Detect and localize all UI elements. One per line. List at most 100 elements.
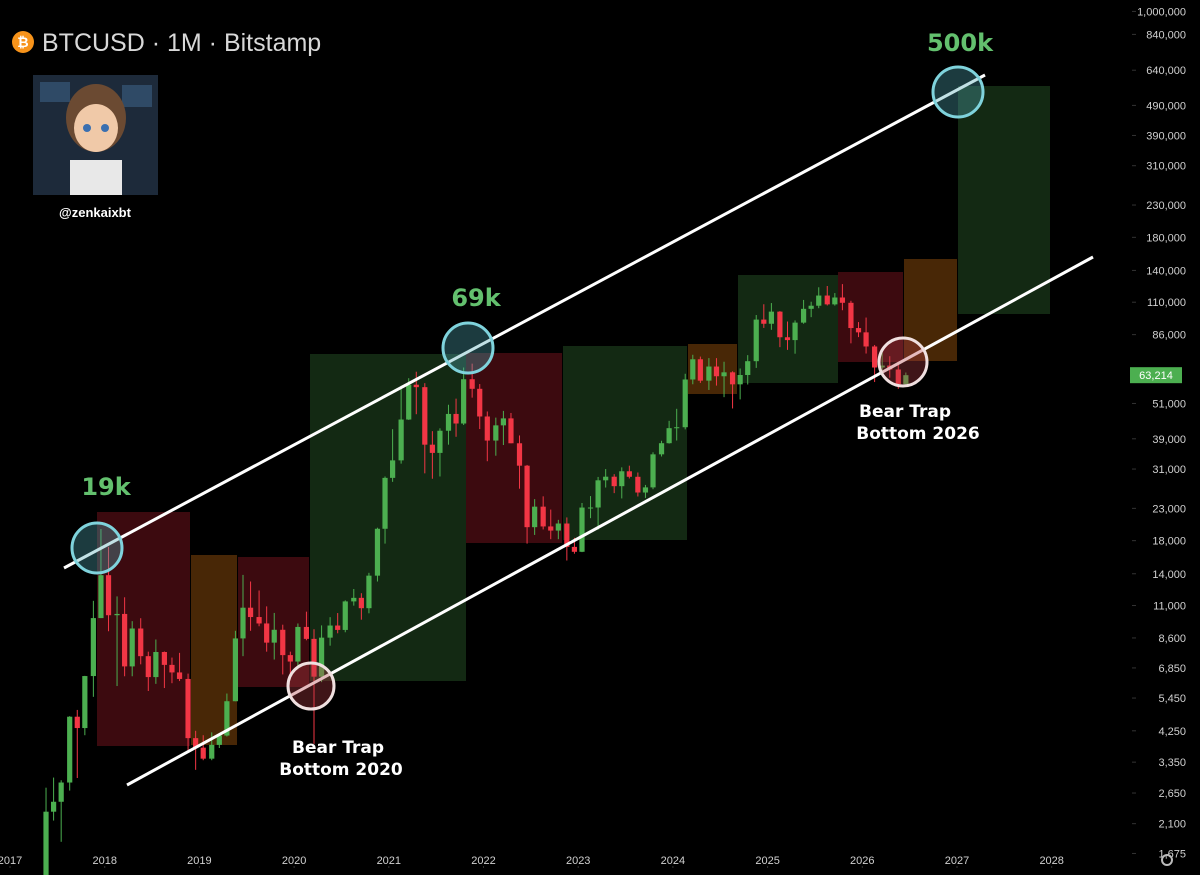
- highlight-circle: [877, 336, 929, 388]
- candle-body: [122, 613, 128, 667]
- candle-body: [839, 297, 846, 303]
- y-tick-label: 640,000: [1146, 65, 1186, 77]
- candle-body: [863, 332, 869, 347]
- candle-body: [737, 374, 743, 385]
- channel: [63, 65, 1094, 787]
- candle-body: [342, 601, 348, 630]
- y-tick-label: 390,000: [1146, 130, 1186, 142]
- candle-body: [484, 416, 490, 441]
- highlight-circle: [286, 661, 336, 711]
- candle-body: [587, 507, 594, 509]
- watermark: @zenkaixbt: [59, 205, 132, 220]
- candle-body: [138, 628, 144, 657]
- y-tick-label: 18,000: [1152, 536, 1186, 548]
- candle-body: [200, 747, 206, 759]
- trend-line: [63, 73, 986, 570]
- annotation: 69k: [451, 284, 501, 312]
- candle-body: [295, 626, 301, 662]
- candle-body: [256, 617, 262, 624]
- candle-body: [706, 366, 712, 381]
- candle-body: [603, 476, 609, 481]
- y-tick-label: 8,600: [1158, 633, 1186, 645]
- candle-body: [768, 311, 774, 324]
- zone: [466, 353, 562, 543]
- settings-gear[interactable]: [1161, 854, 1173, 866]
- y-tick-label: 310,000: [1146, 161, 1186, 173]
- candle-body: [753, 319, 759, 362]
- candle-body: [619, 471, 625, 487]
- candle-body: [895, 369, 901, 385]
- zone: [238, 557, 309, 687]
- annotation: 19k: [81, 473, 131, 501]
- x-tick-label: 2024: [661, 855, 685, 867]
- candle-body: [508, 418, 514, 444]
- axes: 1,000,000 840,000 640,000 490,000 390,000 310…: [0, 6, 1186, 868]
- candle-body: [264, 623, 270, 643]
- candle-body: [382, 477, 388, 529]
- candle-body: [816, 295, 822, 306]
- candle-body: [745, 361, 751, 375]
- x-tick-label: 2018: [92, 855, 116, 867]
- candle-body: [690, 359, 696, 380]
- y-tick-label: 14,000: [1152, 569, 1186, 581]
- x-tick-label: 2022: [471, 855, 495, 867]
- candle-body: [176, 672, 183, 679]
- candle-body: [318, 637, 325, 677]
- x-tick-label: 2027: [945, 855, 969, 867]
- candle-body: [169, 664, 175, 673]
- candle-body: [366, 575, 372, 609]
- candle-body: [784, 337, 791, 341]
- candle-body: [129, 628, 135, 667]
- zone: [904, 259, 957, 361]
- candle-body: [761, 319, 767, 324]
- x-tick-label: 2028: [1039, 855, 1063, 867]
- candle-body: [193, 738, 199, 748]
- y-tick-label: 31,000: [1152, 464, 1186, 476]
- candle-body: [209, 744, 215, 759]
- candle-body: [777, 311, 783, 338]
- candle-body: [626, 471, 632, 477]
- candle-body: [445, 413, 452, 431]
- candle-body: [67, 716, 73, 783]
- highlight-circle: [441, 321, 495, 375]
- candle-body: [358, 597, 364, 609]
- annotation: Bear Trap: [292, 738, 384, 758]
- candle-body: [335, 625, 341, 630]
- candle-body: [729, 372, 736, 385]
- y-tick-label: 2,100: [1158, 819, 1186, 831]
- candle-body: [145, 656, 151, 678]
- zone: [958, 86, 1050, 314]
- candle-body: [105, 575, 112, 616]
- avatar-detail: [122, 85, 152, 107]
- candle-body: [58, 782, 64, 802]
- candle-body: [374, 528, 381, 576]
- candle-body: [666, 428, 672, 444]
- candle-body: [848, 302, 854, 329]
- candle-body: [532, 506, 538, 528]
- y-tick-label: 11,000: [1153, 601, 1186, 613]
- candle-body: [271, 629, 277, 643]
- zone: [310, 354, 466, 681]
- chart-title: BTCUSD · 1M · Bitstamp: [42, 29, 321, 57]
- candle-body: [90, 618, 96, 677]
- highlight-circle: [931, 65, 985, 119]
- candle-body: [500, 418, 507, 426]
- annotation: 500k: [927, 29, 994, 57]
- candle-body: [595, 480, 601, 508]
- settings-icon[interactable]: [1161, 854, 1173, 866]
- y-tick-label: 230,000: [1146, 200, 1186, 212]
- candle-body: [216, 735, 222, 745]
- y-tick-label: 4,250: [1158, 726, 1186, 738]
- candle-body: [161, 652, 167, 665]
- y-tick-label: 6,850: [1158, 663, 1186, 675]
- candle-body: [792, 322, 798, 341]
- y-tick-label: 2,650: [1158, 788, 1186, 800]
- zone: [191, 555, 237, 745]
- candle-body: [579, 507, 585, 552]
- candle-body: [808, 305, 814, 309]
- avatar-face: [74, 104, 118, 152]
- candle-body: [98, 575, 104, 619]
- candle-body: [461, 379, 467, 424]
- y-tick-label: 840,000: [1146, 29, 1186, 41]
- candle-body: [548, 526, 554, 531]
